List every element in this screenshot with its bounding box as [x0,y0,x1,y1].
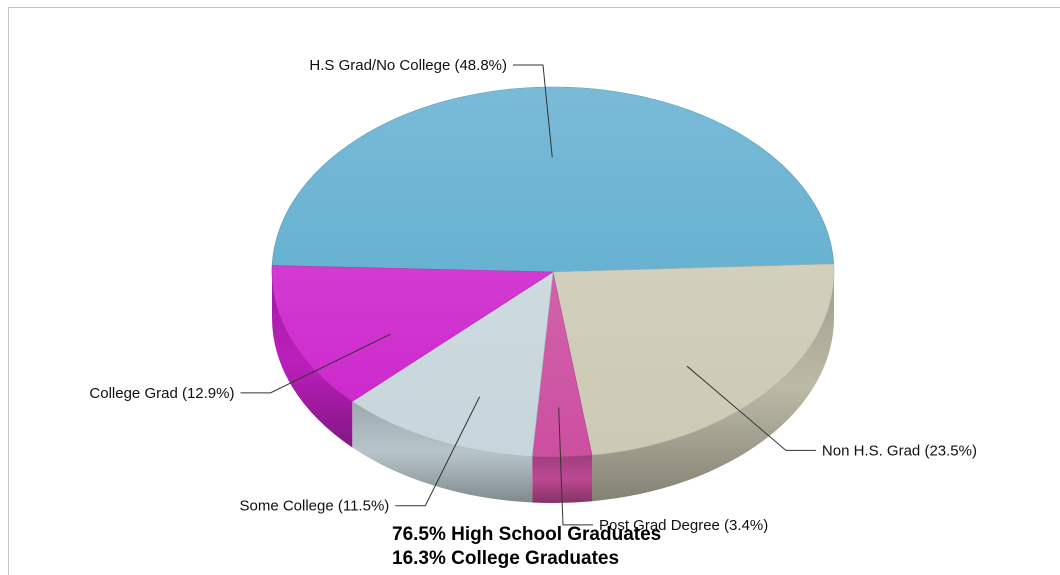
leader-line-2 [558,407,593,526]
leader-line-0 [513,64,553,158]
chart-frame [8,7,1060,575]
slice-label-0: H.S Grad/No College (48.8%) [309,57,507,74]
leader-line-1 [686,365,816,451]
pie-highlight [272,87,834,457]
pie-side-shade-4 [272,272,353,448]
summary-high-school: 76.5% High School Graduates [392,524,662,545]
slice-label-3: Some College (11.5%) [239,498,389,515]
slice-label-2: Post Grad Degree (3.4%) [599,517,768,534]
pie-side-shade-1 [592,272,834,502]
slice-label-4: College Grad (12.9%) [89,385,234,402]
pie-side-shade-3 [352,401,533,503]
leader-line-4 [240,333,391,394]
leader-line-3 [395,396,481,507]
summary-college: 16.3% College Graduates [392,548,620,569]
slice-label-1: Non H.S. Grad (23.5%) [822,442,977,459]
pie-side-shade-2 [532,455,593,503]
